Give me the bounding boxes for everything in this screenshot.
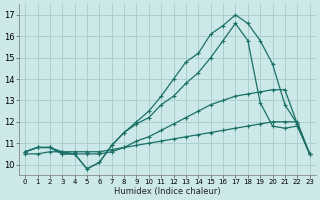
X-axis label: Humidex (Indice chaleur): Humidex (Indice chaleur) bbox=[114, 187, 221, 196]
